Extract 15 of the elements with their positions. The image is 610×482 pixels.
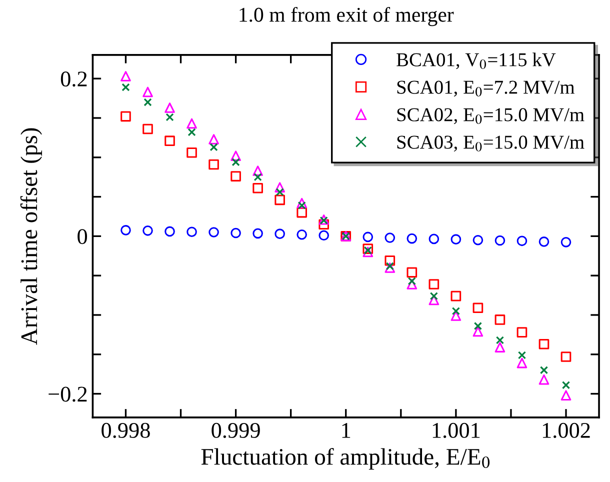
- x-tick-label: 0.999: [212, 422, 260, 438]
- x-tick-label: 1: [342, 423, 350, 438]
- x-tick-label: 0.998: [102, 422, 150, 438]
- legend-label: SCA03, E$_{0}$=15.0 MV/m: [397, 136, 584, 152]
- y-tick-label: 0.2: [60, 72, 87, 87]
- legend-label: SCA01, E$_{0}$=7.2 MV/m: [397, 80, 575, 97]
- legend-label: SCA02, E$_{0}$=15.0 MV/m: [397, 108, 584, 124]
- y-tick-label: −0.2: [48, 386, 87, 402]
- x-axis-title: Fluctuation of amplitude, E/E$_{0}$: [201, 448, 490, 470]
- chart-title: 1.0 m from exit of merger: [240, 6, 454, 26]
- y-axis-title: Arrival time offset (ps): [20, 128, 42, 345]
- y-tick-label: 0: [78, 229, 88, 244]
- x-tick-label: 1.001: [432, 422, 480, 438]
- x-tick-label: 1.002: [542, 422, 590, 438]
- legend-label: BCA01, V$_{0}$=115 kV: [396, 52, 556, 70]
